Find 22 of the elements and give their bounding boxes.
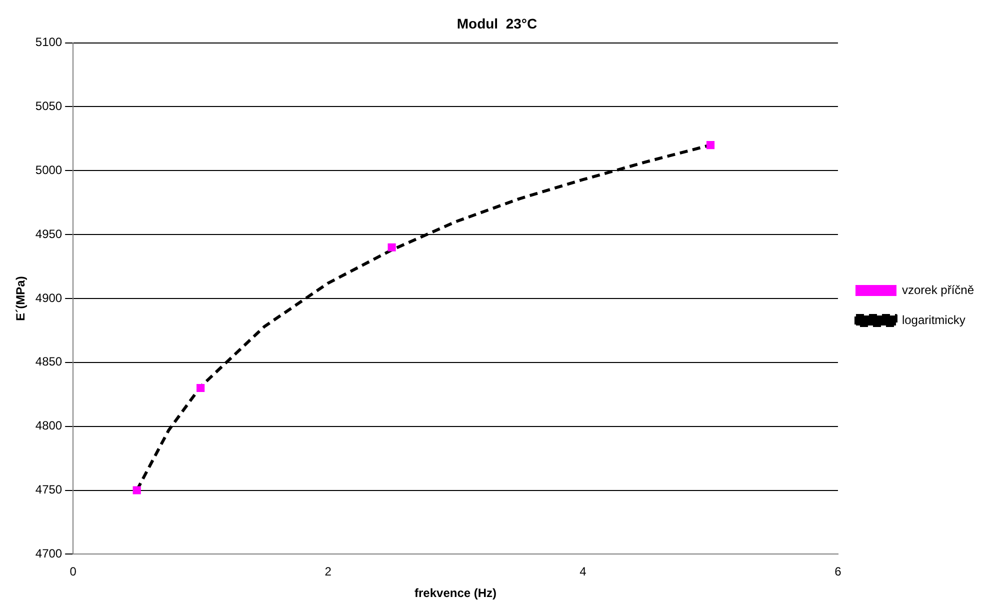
y-tick-label: 5000 (35, 162, 62, 177)
y-tick-label: 5100 (35, 35, 62, 50)
y-tick-label: 4700 (35, 546, 62, 561)
x-tick-label: 2 (324, 564, 332, 579)
y-tick-label: 4900 (35, 290, 62, 305)
point (706, 141, 715, 150)
y-tick-label: 4850 (35, 354, 62, 369)
point (132, 486, 141, 494)
y-tick-label: 5050 (35, 99, 62, 114)
y-tick-label: 4800 (35, 418, 62, 433)
x-tick-label: 6 (834, 564, 842, 579)
chart-title: Modul 23°C (456, 15, 538, 32)
x-axis-title: frekvence (Hz) (414, 586, 497, 600)
legend-label: logaritmicky (902, 312, 966, 327)
y-tick-label: 4950 (35, 226, 62, 241)
legend-label: vzorek příčně (902, 282, 974, 297)
point (196, 384, 205, 392)
y-axis-title: E´(MPa) (14, 276, 28, 321)
y-tick-label: 4750 (35, 482, 62, 497)
point (388, 243, 396, 252)
x-tick-label: 4 (580, 564, 587, 579)
x-tick-label: 0 (70, 564, 77, 579)
